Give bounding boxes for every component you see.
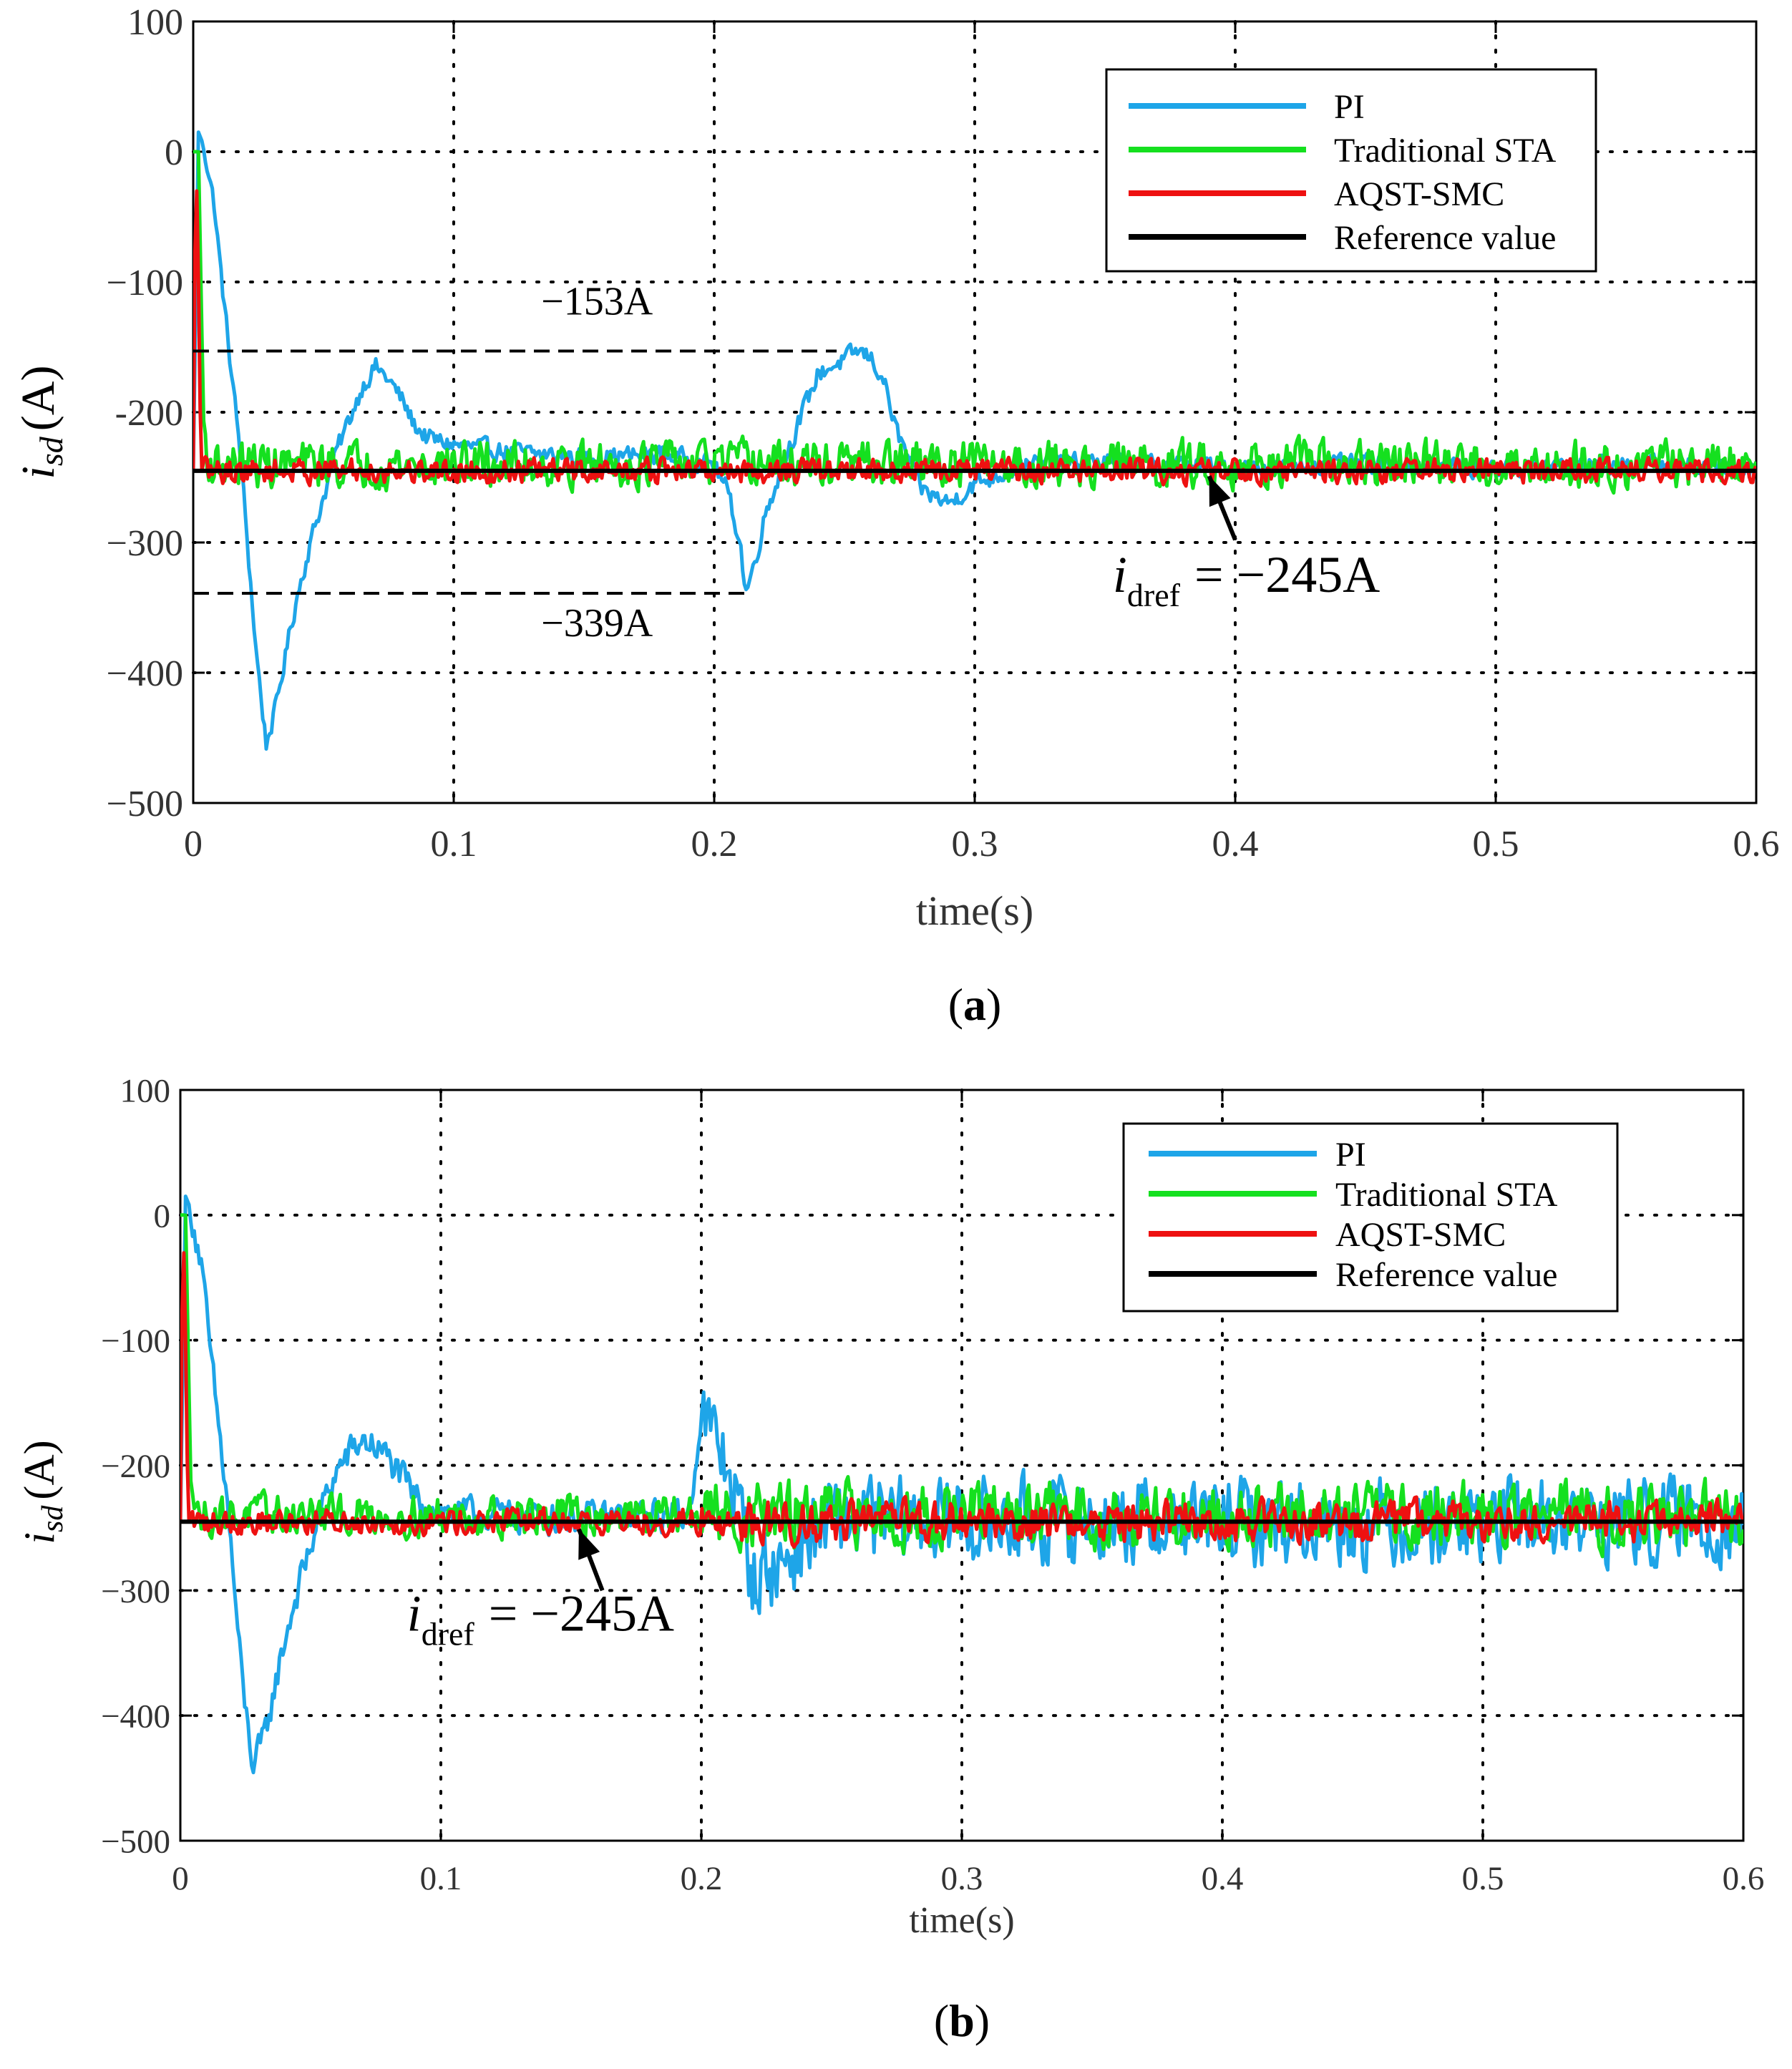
panel-a-chart: 0 0.1 0.2 0.3 0.4 0.5 0.6 100 0 −100 -200 −300 −400 −… [12,2,1780,1030]
y-tick-label: −400 [107,653,183,694]
x-tick-label: 0.4 [1212,824,1259,865]
x-tick-label: 0.2 [691,824,738,865]
y-tick-label: 100 [120,1072,171,1109]
x-tick-label: 0.5 [1462,1860,1504,1897]
x-tick-label: 0.4 [1202,1860,1244,1897]
y-axis-label: isd(A) [12,366,69,479]
legend-label: Traditional STA [1334,132,1557,170]
x-tick-label: 0.1 [431,824,477,865]
x-tick-label: 0.3 [941,1860,983,1897]
panel-b-chart: 0 0.1 0.2 0.3 0.4 0.5 0.6 100 0 −100 −200 −300 −400 −… [16,1072,1764,2046]
y-tick-label: −400 [101,1698,170,1735]
annotation-idref-label: idref = −245A [1113,546,1380,613]
legend-label: AQST-SMC [1334,175,1504,213]
series-group [180,1194,1743,1775]
arrow-head-icon [1209,476,1231,507]
arrow-head-icon [578,1529,600,1560]
legend-label: PI [1335,1136,1366,1174]
y-tick-label: 0 [165,132,183,173]
x-tick-label: 0.3 [952,824,998,865]
y-tick-label: −100 [107,263,183,303]
x-axis-label: time(s) [909,1900,1014,1941]
grid [179,1089,1745,1842]
y-axis-label: isd(A) [16,1440,69,1544]
panel-label: (a) [948,979,1002,1030]
x-tick-label: 0 [172,1860,189,1897]
legend-label: PI [1334,88,1365,126]
y-tick-label: −500 [101,1823,170,1860]
y-tick-label: −300 [101,1573,170,1610]
panel-label: (b) [934,1995,990,2046]
x-tick-label: 0 [184,824,203,865]
legend-label: Reference value [1335,1256,1557,1294]
x-tick-label: 0.5 [1473,824,1519,865]
x-axis-label: time(s) [916,887,1033,934]
annotation-label: −153A [541,280,653,324]
y-tick-label: 100 [127,2,183,43]
annotation-idref-label: idref = −245A [407,1584,674,1652]
y-tick-label: −500 [107,784,183,824]
x-tick-label: 0.2 [681,1860,723,1897]
y-tick-label: -200 [115,393,183,434]
legend-label: AQST-SMC [1335,1216,1506,1254]
x-tick-label: 0.6 [1723,1860,1765,1897]
y-tick-label: −300 [107,523,183,564]
y-tick-label: −100 [101,1323,170,1360]
y-tick-label: 0 [154,1197,171,1235]
annotation-label: −339A [541,601,653,646]
x-tick-label: 0.6 [1733,824,1780,865]
legend: PI Traditional STA AQST-SMC Reference value [1105,68,1597,273]
x-tick-label: 0.1 [420,1860,462,1897]
legend-label: Traditional STA [1335,1176,1558,1214]
series-line-traditional-sta [193,150,1756,495]
legend-label: Reference value [1334,219,1556,257]
series-group [193,130,1756,751]
y-tick-label: −200 [101,1448,170,1485]
